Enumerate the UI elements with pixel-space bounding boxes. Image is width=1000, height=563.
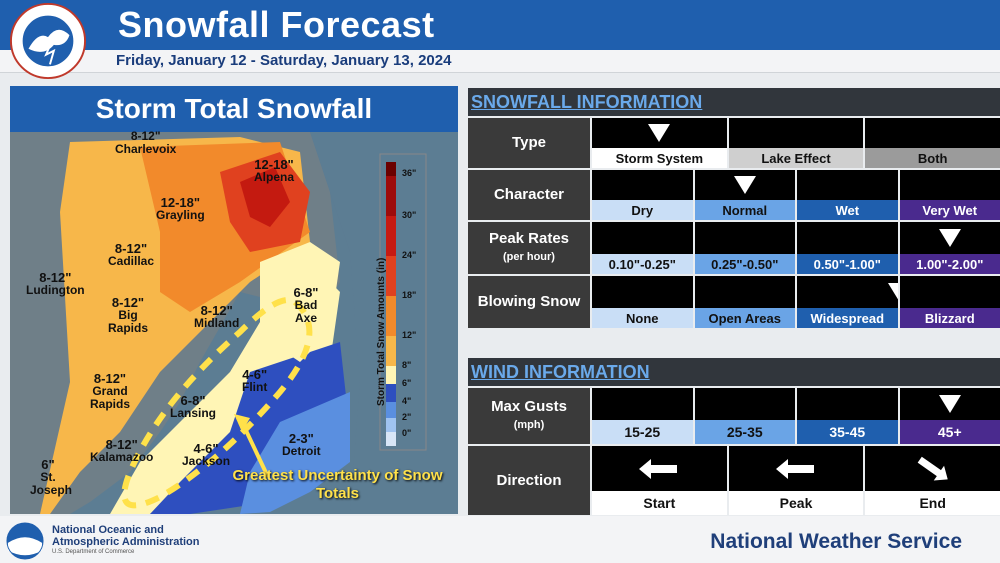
arrow-southeast-icon <box>917 456 948 481</box>
type-row: Type Storm System Lake Effect Both <box>468 116 1000 168</box>
scale-tick: 0" <box>402 428 412 438</box>
scale-tick: 12" <box>402 330 417 340</box>
map-label: 12-18" Grayling <box>156 195 205 222</box>
nws-logo-icon <box>9 2 87 80</box>
map-label: 8-12" Ludington <box>26 270 85 297</box>
max-gusts-row: Max Gusts (mph) 15-25 25-35 35-45 45+ <box>468 386 1000 444</box>
gusts-option: 15-25 <box>590 388 693 444</box>
scale-tick: 6" <box>402 378 412 388</box>
blowing-snow-option: Blizzard <box>897 276 1000 328</box>
selected-marker-icon <box>938 395 961 413</box>
selected-marker-icon <box>648 124 671 142</box>
type-label: Type <box>512 134 546 151</box>
wind-info-panel: WIND INFORMATION Max Gusts (mph) 15-25 25… <box>468 358 1000 515</box>
direction-label: Direction <box>496 471 562 489</box>
type-option: Both <box>863 118 1000 168</box>
snowfall-info-panel: SNOWFALL INFORMATION Type Storm System L… <box>468 88 1000 328</box>
blowing-snow-row: Blowing Snow None Open Areas Widespread … <box>468 274 1000 328</box>
blowing-snow-label: Blowing Snow <box>477 293 581 310</box>
map-label: 4-6" Jackson <box>182 441 231 468</box>
direction-phase: Peak <box>726 446 864 515</box>
character-option: Dry <box>590 170 693 220</box>
blowing-snow-option: Widespread <box>795 276 910 328</box>
peak-rates-option: 0.50"-1.00" <box>795 222 898 274</box>
type-option: Lake Effect <box>726 118 864 168</box>
selected-marker-icon <box>938 229 961 247</box>
footer-bar <box>0 516 1000 563</box>
map-label: 6-8" Lansing <box>170 393 217 420</box>
character-option: Very Wet <box>897 170 1000 220</box>
noaa-department: U.S. Department of Commerce <box>52 549 135 555</box>
subtitle-bar <box>0 50 1000 73</box>
map-label: 6-8" Bad Axe <box>293 285 319 325</box>
nws-footer-name: National Weather Service <box>710 530 962 553</box>
map-label: 8-12" Grand Rapids <box>90 371 131 411</box>
peak-rates-label: Peak Rates (per hour) <box>488 230 570 263</box>
character-label: Character <box>493 186 565 203</box>
map-label: 2-3" Detroit <box>282 431 321 458</box>
direction-phase: End <box>863 446 1000 515</box>
peak-rates-option: 1.00"-2.00" <box>897 222 1000 274</box>
snowfall-map <box>10 132 458 514</box>
scale-tick: 30" <box>402 210 417 220</box>
max-gusts-label: Max Gusts (mph) <box>491 398 567 431</box>
scale-tick: 8" <box>402 360 412 370</box>
map-label: 8-12" Midland <box>194 303 240 330</box>
map-label: 4-6" Flint <box>242 367 268 394</box>
page-title: Snowfall Forecast <box>118 4 435 45</box>
blowing-snow-option: Open Areas <box>692 276 795 328</box>
gusts-option: 45+ <box>897 388 1000 444</box>
map-label: 8-12" Cadillac <box>108 241 155 268</box>
map-label: 8-12" Big Rapids <box>108 295 149 335</box>
gusts-option: 25-35 <box>692 388 795 444</box>
scale-tick: 2" <box>402 412 412 422</box>
map-label: 6" St. Joseph <box>30 457 73 497</box>
arrow-west-icon <box>639 458 678 479</box>
direction-row: Direction Start Peak End <box>468 444 1000 515</box>
direction-phase: Start <box>590 446 727 515</box>
map-title: Storm Total Snowfall <box>10 86 458 132</box>
noaa-name: National Oceanic and Atmospheric Adminis… <box>52 524 200 548</box>
gusts-option: 35-45 <box>795 388 898 444</box>
scale-tick: 18" <box>402 290 417 300</box>
uncertainty-note: Greatest Uncertainty of Snow Totals <box>232 467 443 502</box>
peak-rates-row: Peak Rates (per hour) 0.10"-0.25" 0.25"-0… <box>468 220 1000 274</box>
noaa-logo-icon <box>6 522 44 560</box>
selected-marker-icon <box>733 176 756 194</box>
peak-rates-option: 0.25"-0.50" <box>692 222 795 274</box>
arrow-west-icon <box>776 458 814 479</box>
snowfall-map-panel: Storm Total Snowfall <box>10 86 458 514</box>
peak-rates-option: 0.10"-0.25" <box>590 222 693 274</box>
map-label: 12-18" Alpena <box>254 157 295 184</box>
snowfall-info-heading: SNOWFALL INFORMATION <box>468 88 1000 116</box>
scale-title: Storm Total Snow Amounts (in) <box>376 257 387 406</box>
character-option: Wet <box>795 170 898 220</box>
type-option: Storm System <box>590 118 727 168</box>
map-label: 8-12" Charlevoix <box>115 129 177 156</box>
scale-tick: 24" <box>402 250 417 260</box>
map-label: 8-12" Kalamazoo <box>90 437 154 464</box>
scale-tick: 36" <box>402 168 417 178</box>
wind-info-heading: WIND INFORMATION <box>468 358 1000 386</box>
character-option: Normal <box>692 170 795 220</box>
header-bar <box>0 0 1000 50</box>
scale-tick: 4" <box>402 396 412 406</box>
date-range: Friday, January 12 - Saturday, January 1… <box>116 52 452 69</box>
blowing-snow-option: None <box>590 276 693 328</box>
character-row: Character Dry Normal Wet Very Wet <box>468 168 1000 220</box>
